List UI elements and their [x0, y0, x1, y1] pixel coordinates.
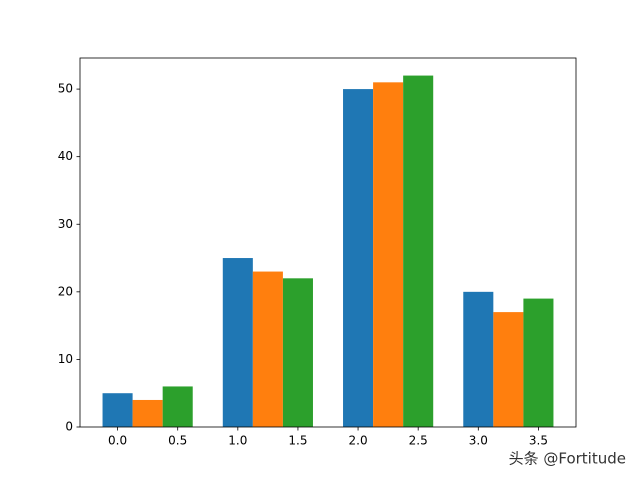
bar [403, 75, 434, 428]
x-tick-label: 1.0 [228, 434, 247, 448]
watermark: 头条 @Fortitude [509, 450, 626, 468]
bar [102, 393, 133, 427]
y-tick-label: 20 [58, 284, 73, 298]
bar [282, 278, 313, 427]
y-tick-label: 10 [58, 352, 73, 366]
x-tick-label: 2.5 [409, 434, 428, 448]
bar [222, 258, 253, 427]
bar [162, 386, 193, 427]
bar [343, 89, 374, 427]
plot-frame [79, 57, 577, 428]
x-tick-label: 0.0 [108, 434, 127, 448]
y-tick-label: 40 [58, 149, 73, 163]
x-tick-label: 2.0 [349, 434, 368, 448]
bar [132, 399, 163, 427]
x-tick-label: 0.5 [168, 434, 187, 448]
x-tick-label: 3.5 [529, 434, 548, 448]
bar [493, 312, 524, 427]
y-tick-label: 30 [58, 217, 73, 231]
bar [252, 271, 283, 427]
bar [463, 291, 494, 427]
x-tick-label: 3.0 [469, 434, 488, 448]
bar [373, 82, 404, 427]
y-tick-label: 0 [65, 420, 73, 434]
bar [523, 298, 554, 427]
y-tick-label: 50 [58, 82, 73, 96]
x-tick-label: 1.5 [288, 434, 307, 448]
